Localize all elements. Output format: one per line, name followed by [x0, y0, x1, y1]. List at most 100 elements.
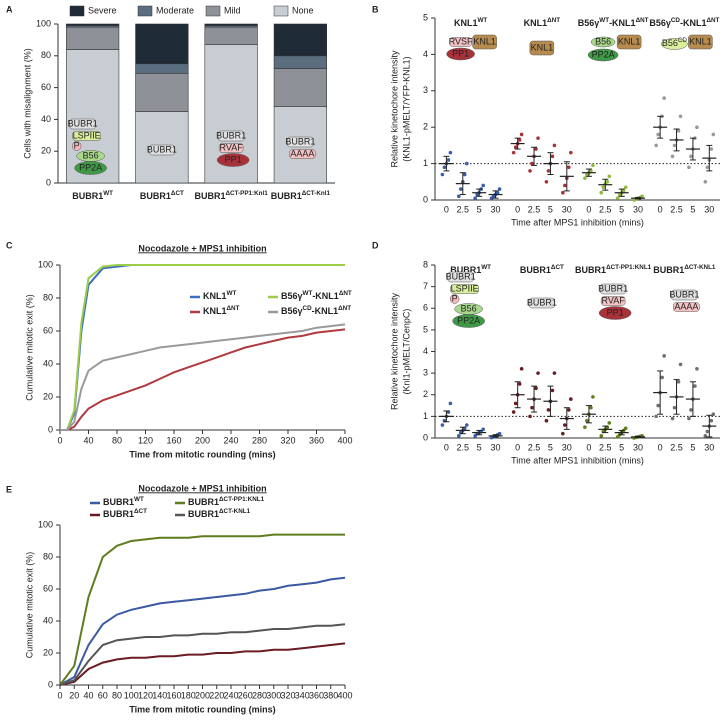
data-point [550, 388, 555, 393]
y-tick-label: 60 [43, 325, 53, 335]
data-point [458, 187, 463, 191]
label-part: -KNL1 [609, 18, 636, 28]
chart-title: Nocodazole + MPS1 inhibition [138, 243, 266, 253]
group-label: BUBR1ΔCT-PP1:KNL1 [575, 264, 652, 275]
cartoon-label: LSPIIE [73, 130, 101, 140]
x-tick-label: 340 [295, 690, 310, 700]
data-point [709, 418, 714, 423]
cartoon-shape [472, 34, 497, 50]
data-point [585, 418, 589, 423]
data-point [561, 190, 565, 195]
y-tick-label: 40 [43, 358, 53, 368]
data-point [534, 147, 538, 151]
data-point [536, 371, 540, 375]
data-point [511, 150, 516, 155]
cartoon-label: P [74, 140, 80, 150]
data-point [678, 114, 683, 119]
superscript: ΔCT-KNL1 [219, 508, 251, 515]
cartoon-label: PP2A [592, 49, 615, 59]
x-tick-label: 30 [704, 204, 714, 214]
x-tick-label: 180 [181, 690, 196, 700]
superscript: ΔNT [227, 305, 240, 312]
cartoon-label: KNL1 [531, 42, 554, 52]
data-point [662, 96, 666, 100]
data-point [546, 169, 551, 173]
y-tick-label: 20 [43, 647, 53, 657]
y-tick-label: 0 [46, 177, 51, 187]
data-point [591, 163, 595, 168]
cartoon-shape [449, 37, 472, 47]
data-point [519, 132, 524, 137]
label-part: BUBR1 [188, 497, 219, 507]
cartoon-shape [148, 144, 176, 156]
x-tick-label: 360 [309, 690, 324, 700]
cartoon-shape [287, 136, 314, 148]
data-point [711, 412, 716, 417]
data-point [546, 408, 551, 412]
data-point [678, 362, 683, 367]
cartoon-label: BUBR1 [68, 118, 98, 128]
superscript: ΔCT [551, 264, 564, 271]
x-tick-label: 5 [619, 442, 624, 452]
x-tick-label: 2.5 [528, 442, 541, 452]
group-label: KNL1ΔNT [524, 17, 561, 28]
data-point [497, 431, 502, 436]
y-tick-label: 3 [423, 85, 428, 95]
y-tick-label: 6 [423, 303, 428, 313]
superscript: WT [481, 264, 491, 271]
superscript: ΔNT [547, 17, 560, 24]
data-point [530, 405, 534, 410]
cartoon-label: B56 [595, 36, 611, 46]
legend-label: BUBR1ΔCT [103, 508, 147, 519]
y-tick-label: 0 [48, 679, 53, 689]
data-point [536, 136, 540, 140]
data-point [687, 416, 691, 421]
label-part: BUBR1 [194, 191, 225, 201]
x-tick-label: 30 [562, 442, 572, 452]
y-axis-label: Relative kinetochore intensity [389, 50, 399, 168]
series-line [59, 623, 346, 686]
data-point [703, 434, 708, 438]
cartoon-shape [69, 118, 96, 130]
data-point [676, 129, 681, 133]
y-tick-label: 5 [423, 324, 428, 334]
x-tick-label: 220 [209, 690, 224, 700]
legend-label: Moderate [156, 5, 194, 15]
data-point [462, 172, 467, 177]
x-tick-label: 30 [704, 442, 714, 452]
label-part: B56γ [649, 18, 671, 28]
cartoon-label: BUBR1 [527, 297, 557, 307]
label-part: BUBR1 [653, 265, 684, 275]
data-point [654, 414, 658, 419]
bar-segment [135, 72, 189, 112]
x-tick-label: 320 [280, 690, 295, 700]
legend-label: B56γWT-KNL1ΔNT [281, 290, 352, 301]
data-point [689, 154, 693, 159]
x-tick-label: BUBR1ΔCT [140, 190, 184, 201]
x-axis-label: Time after MPS1 inhibition (mins) [511, 217, 644, 227]
data-point [705, 165, 710, 170]
data-point [656, 403, 660, 408]
legend-label: None [292, 5, 314, 15]
data-point [621, 189, 626, 193]
legend-label: Mild [224, 5, 241, 15]
x-tick-label: 320 [280, 435, 295, 445]
cartoon-shape [587, 48, 619, 62]
cartoon-label: RVSF [449, 36, 473, 46]
x-tick-label: 0 [586, 204, 591, 214]
x-tick-label: 2.5 [599, 442, 612, 452]
cartoon-shape [72, 131, 101, 141]
x-tick-label: 100 [124, 690, 139, 700]
x-tick-label: 80 [112, 690, 122, 700]
x-tick-label: 5 [548, 442, 553, 452]
x-tick-label: 260 [238, 690, 253, 700]
cartoon-label: AAAA [674, 301, 698, 311]
cartoon-shape [216, 153, 250, 167]
data-point [703, 180, 708, 184]
superscript: CD [303, 305, 313, 312]
y-tick-label: 80 [41, 50, 51, 60]
label-part: -KNL1 [680, 18, 707, 28]
x-tick-label: 0 [57, 435, 62, 445]
cartoon-label: BUBR1 [446, 271, 476, 281]
